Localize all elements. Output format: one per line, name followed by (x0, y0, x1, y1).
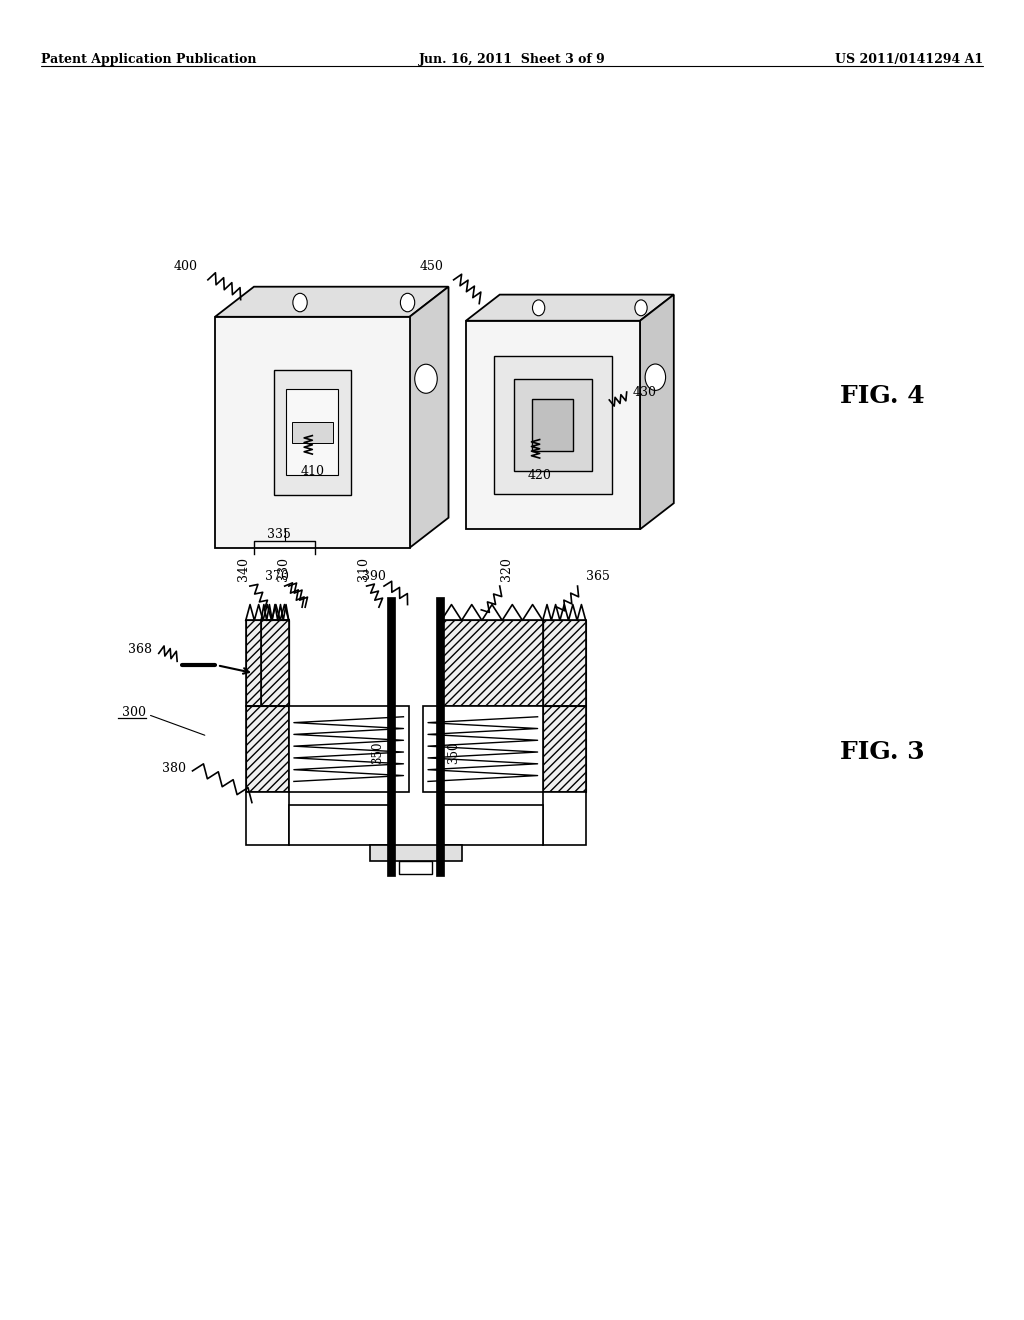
Text: 310: 310 (357, 557, 370, 581)
Bar (543, 706, 586, 792)
Text: 300: 300 (123, 706, 146, 719)
Circle shape (613, 495, 630, 516)
Bar (494, 356, 612, 494)
Bar (287, 389, 338, 475)
Bar (387, 597, 395, 876)
Bar (466, 321, 640, 529)
Polygon shape (466, 294, 674, 321)
Text: 380: 380 (163, 762, 186, 775)
Polygon shape (410, 286, 449, 548)
Bar (292, 422, 333, 444)
Circle shape (378, 507, 396, 531)
Text: 430: 430 (633, 385, 656, 399)
Bar (543, 620, 586, 706)
Bar (436, 597, 444, 876)
Polygon shape (215, 286, 449, 317)
Text: 400: 400 (174, 260, 198, 273)
Bar (261, 620, 289, 706)
Bar (289, 706, 409, 792)
Bar (246, 706, 289, 792)
Bar (246, 792, 289, 845)
Bar (438, 805, 543, 845)
Bar (543, 792, 586, 845)
Circle shape (476, 495, 493, 516)
Text: FIG. 4: FIG. 4 (840, 384, 925, 408)
Circle shape (378, 334, 396, 358)
Text: 350: 350 (447, 741, 461, 764)
Bar (289, 805, 393, 845)
Bar (399, 861, 432, 874)
Circle shape (613, 334, 630, 355)
Bar (543, 706, 586, 792)
Bar (514, 379, 592, 471)
Text: 368: 368 (128, 643, 152, 656)
Text: 370: 370 (264, 570, 289, 583)
Bar (246, 706, 289, 792)
Text: 365: 365 (586, 570, 609, 583)
Bar (246, 620, 289, 706)
Bar (215, 317, 410, 548)
Text: Jun. 16, 2011  Sheet 3 of 9: Jun. 16, 2011 Sheet 3 of 9 (419, 53, 605, 66)
Text: US 2011/0141294 A1: US 2011/0141294 A1 (835, 53, 983, 66)
Bar (261, 620, 289, 706)
Bar (532, 399, 573, 451)
Text: 450: 450 (420, 260, 443, 273)
Bar (370, 845, 462, 861)
Text: 350: 350 (371, 741, 384, 764)
Circle shape (228, 334, 247, 358)
Text: 320: 320 (501, 557, 513, 581)
Text: 335: 335 (266, 528, 291, 541)
Polygon shape (640, 294, 674, 529)
Circle shape (476, 334, 493, 355)
Circle shape (532, 300, 545, 315)
Text: 330: 330 (278, 557, 290, 581)
Circle shape (415, 364, 437, 393)
Bar (423, 706, 543, 792)
Text: FIG. 3: FIG. 3 (840, 741, 925, 764)
Circle shape (400, 293, 415, 312)
Circle shape (645, 364, 666, 391)
Text: Patent Application Publication: Patent Application Publication (41, 53, 256, 66)
Bar (246, 620, 289, 706)
Bar (274, 370, 350, 495)
Bar (441, 620, 543, 706)
Text: 340: 340 (238, 557, 250, 581)
Circle shape (635, 300, 647, 315)
Text: 420: 420 (527, 469, 552, 482)
Text: 390: 390 (361, 570, 386, 583)
Bar (441, 620, 543, 706)
Text: 410: 410 (300, 465, 325, 478)
Circle shape (293, 293, 307, 312)
Circle shape (228, 507, 247, 531)
Bar (543, 620, 586, 706)
